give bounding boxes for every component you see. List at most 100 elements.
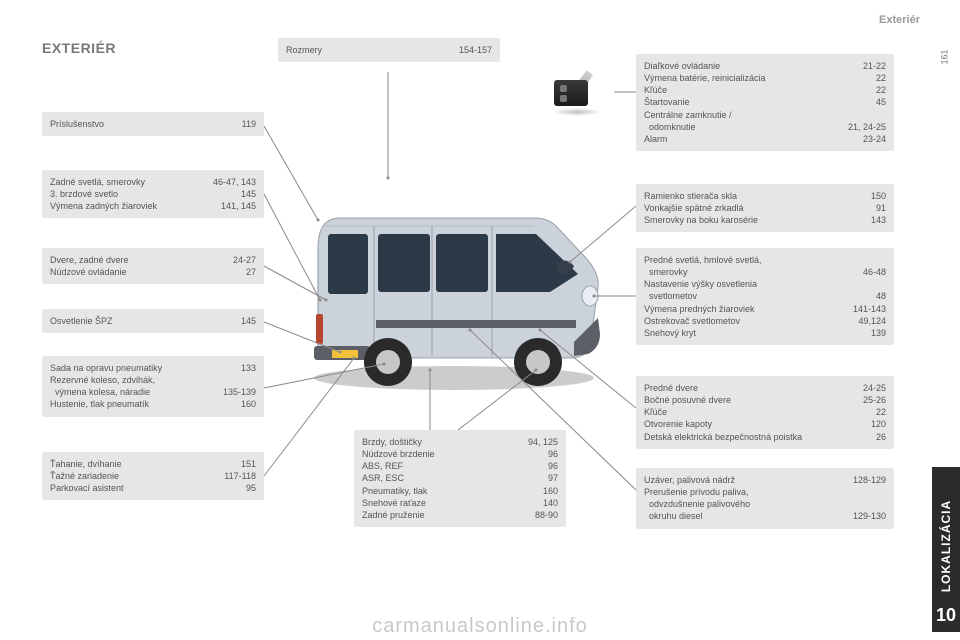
callout-label: Snehové raťaze: [362, 497, 535, 509]
callout-row: Prerušenie prívodu paliva,: [644, 486, 886, 498]
callout-page: 145: [241, 315, 256, 327]
callout-label: Predné svetlá, hmlové svetlá,: [644, 254, 878, 266]
callout-page: 24-27: [233, 254, 256, 266]
callout-row: Ťažné zariadenie117-118: [50, 470, 256, 482]
callout-label: 3. brzdové svetlo: [50, 188, 233, 200]
callout-row: Rezervné koleso, zdvihák,: [50, 374, 256, 386]
callout-page: 160: [543, 485, 558, 497]
chapter-label: LOKALIZÁCIA: [939, 500, 953, 592]
remote-key-figure: [540, 68, 614, 118]
callout-page: 117-118: [224, 470, 256, 482]
callout-page: 141, 145: [221, 200, 256, 212]
callout-label: Predné dvere: [644, 382, 855, 394]
callout-row: Rozmery154-157: [286, 44, 492, 56]
callout-row: Uzáver, palivová nádrž128-129: [644, 474, 886, 486]
callout-page: 46-47, 143: [213, 176, 256, 188]
callout-label: smerovky: [644, 266, 855, 278]
callout-label: Štartovanie: [644, 96, 868, 108]
callout-row: Detská elektrická bezpečnostná poistka26: [644, 431, 886, 443]
callout-label: Bočné posuvné dvere: [644, 394, 855, 406]
callout-page: 91: [876, 202, 886, 214]
callout-page: 46-48: [863, 266, 886, 278]
callout-page: 119: [242, 118, 256, 130]
callout-label: Výmena batérie, reinicializácia: [644, 72, 868, 84]
callout-row: Ramienko stierača skla150: [644, 190, 886, 202]
chapter-tab: LOKALIZÁCIA 10: [932, 467, 960, 632]
callout-row: Ostrekovač svetlometov49,124: [644, 315, 886, 327]
box-prislusenstvo: Príslušenstvo 119: [42, 112, 264, 136]
callout-row: výmena kolesa, náradie135-139: [50, 386, 256, 398]
callout-page: 48: [876, 290, 886, 302]
callout-page: 141-143: [853, 303, 886, 315]
callout-page: 45: [876, 96, 886, 108]
callout-row: Núdzové brzdenie 96: [362, 448, 558, 460]
callout-row: Príslušenstvo 119: [50, 118, 256, 130]
callout-page: 27: [246, 266, 256, 278]
callout-label: Núdzové ovládanie: [50, 266, 238, 278]
chapter-number: 10: [932, 605, 960, 626]
callout-label: Nastavenie výšky osvetlenia: [644, 278, 878, 290]
callout-page: 23-24: [863, 133, 886, 145]
box-zadne-svetla: Zadné svetlá, smerovky46-47, 1433. brzdo…: [42, 170, 264, 218]
callout-label: odvzdušnenie palivového: [644, 498, 878, 510]
callout-label: okruhu diesel: [644, 510, 845, 522]
callout-page: 22: [876, 406, 886, 418]
box-uzaver: Uzáver, palivová nádrž128-129Prerušenie …: [636, 468, 894, 529]
box-rozmery: Rozmery154-157: [278, 38, 500, 62]
callout-page: 25-26: [863, 394, 886, 406]
callout-page: 96: [548, 448, 558, 460]
callout-label: Brzdy, doštičky: [362, 436, 520, 448]
callout-row: odvzdušnenie palivového: [644, 498, 886, 510]
callout-row: Nastavenie výšky osvetlenia: [644, 278, 886, 290]
callout-row: Brzdy, doštičky 94, 125: [362, 436, 558, 448]
callout-page: 140: [543, 497, 558, 509]
callout-row: Osvetlenie ŠPZ 145: [50, 315, 256, 327]
box-predne-dvere: Predné dvere 24-25 Bočné posuvné dvere 25-2…: [636, 376, 894, 449]
callout-row: Snehový kryt139: [644, 327, 886, 339]
callout-row: ASR, ESC97: [362, 472, 558, 484]
callout-page: 94, 125: [528, 436, 558, 448]
callout-label: Zadné pruženie: [362, 509, 527, 521]
callout-label: Vonkajšie spätné zrkadlá: [644, 202, 868, 214]
callout-row: Alarm23-24: [644, 133, 886, 145]
callout-row: Výmena predných žiaroviek 141-143: [644, 303, 886, 315]
box-brzdy: Brzdy, doštičky 94, 125Núdzové brzdenie 96…: [354, 430, 566, 527]
callout-label: ASR, ESC: [362, 472, 540, 484]
callout-row: Kľúče 22: [644, 406, 886, 418]
box-dialkove: Diaľkové ovládanie21-22Výmena batérie, r…: [636, 54, 894, 151]
page-number: 161: [939, 49, 949, 64]
callout-page: 143: [871, 214, 886, 226]
callout-row: Snehové raťaze 140: [362, 497, 558, 509]
callout-label: Kľúče: [644, 406, 868, 418]
callout-page: 150: [871, 190, 886, 202]
callout-label: Núdzové brzdenie: [362, 448, 540, 460]
callout-label: Osvetlenie ŠPZ: [50, 315, 233, 327]
callout-label: Parkovací asistent: [50, 482, 238, 494]
callout-page: 95: [246, 482, 256, 494]
callout-row: okruhu diesel129-130: [644, 510, 886, 522]
callout-page: 133: [241, 362, 256, 374]
callout-row: Zadné pruženie88-90: [362, 509, 558, 521]
callout-label: Dvere, zadné dvere: [50, 254, 225, 266]
callout-label: Prerušenie prívodu paliva,: [644, 486, 878, 498]
header-section: Exteriér: [879, 14, 920, 26]
callout-label: Rozmery: [286, 44, 451, 56]
callout-label: Výmena predných žiaroviek: [644, 303, 845, 315]
callout-label: Kľúče: [644, 84, 868, 96]
callout-label: odomknutie: [644, 121, 840, 133]
callout-label: Výmena zadných žiaroviek: [50, 200, 213, 212]
callout-row: Diaľkové ovládanie21-22: [644, 60, 886, 72]
callout-row: Smerovky na boku karosérie143: [644, 214, 886, 226]
callout-page: 24-25: [863, 382, 886, 394]
callout-page: 145: [241, 188, 256, 200]
callout-page: 22: [876, 72, 886, 84]
box-sada: Sada na opravu pneumatiky133Rezervné kol…: [42, 356, 264, 417]
callout-row: 3. brzdové svetlo 145: [50, 188, 256, 200]
callout-row: Výmena zadných žiaroviek 141, 145: [50, 200, 256, 212]
callout-row: odomknutie21, 24-25: [644, 121, 886, 133]
callout-page: 151: [241, 458, 256, 470]
callout-row: Parkovací asistent 95: [50, 482, 256, 494]
callout-page: 160: [241, 398, 256, 410]
callout-label: Príslušenstvo: [50, 118, 234, 130]
callout-page: 139: [871, 327, 886, 339]
